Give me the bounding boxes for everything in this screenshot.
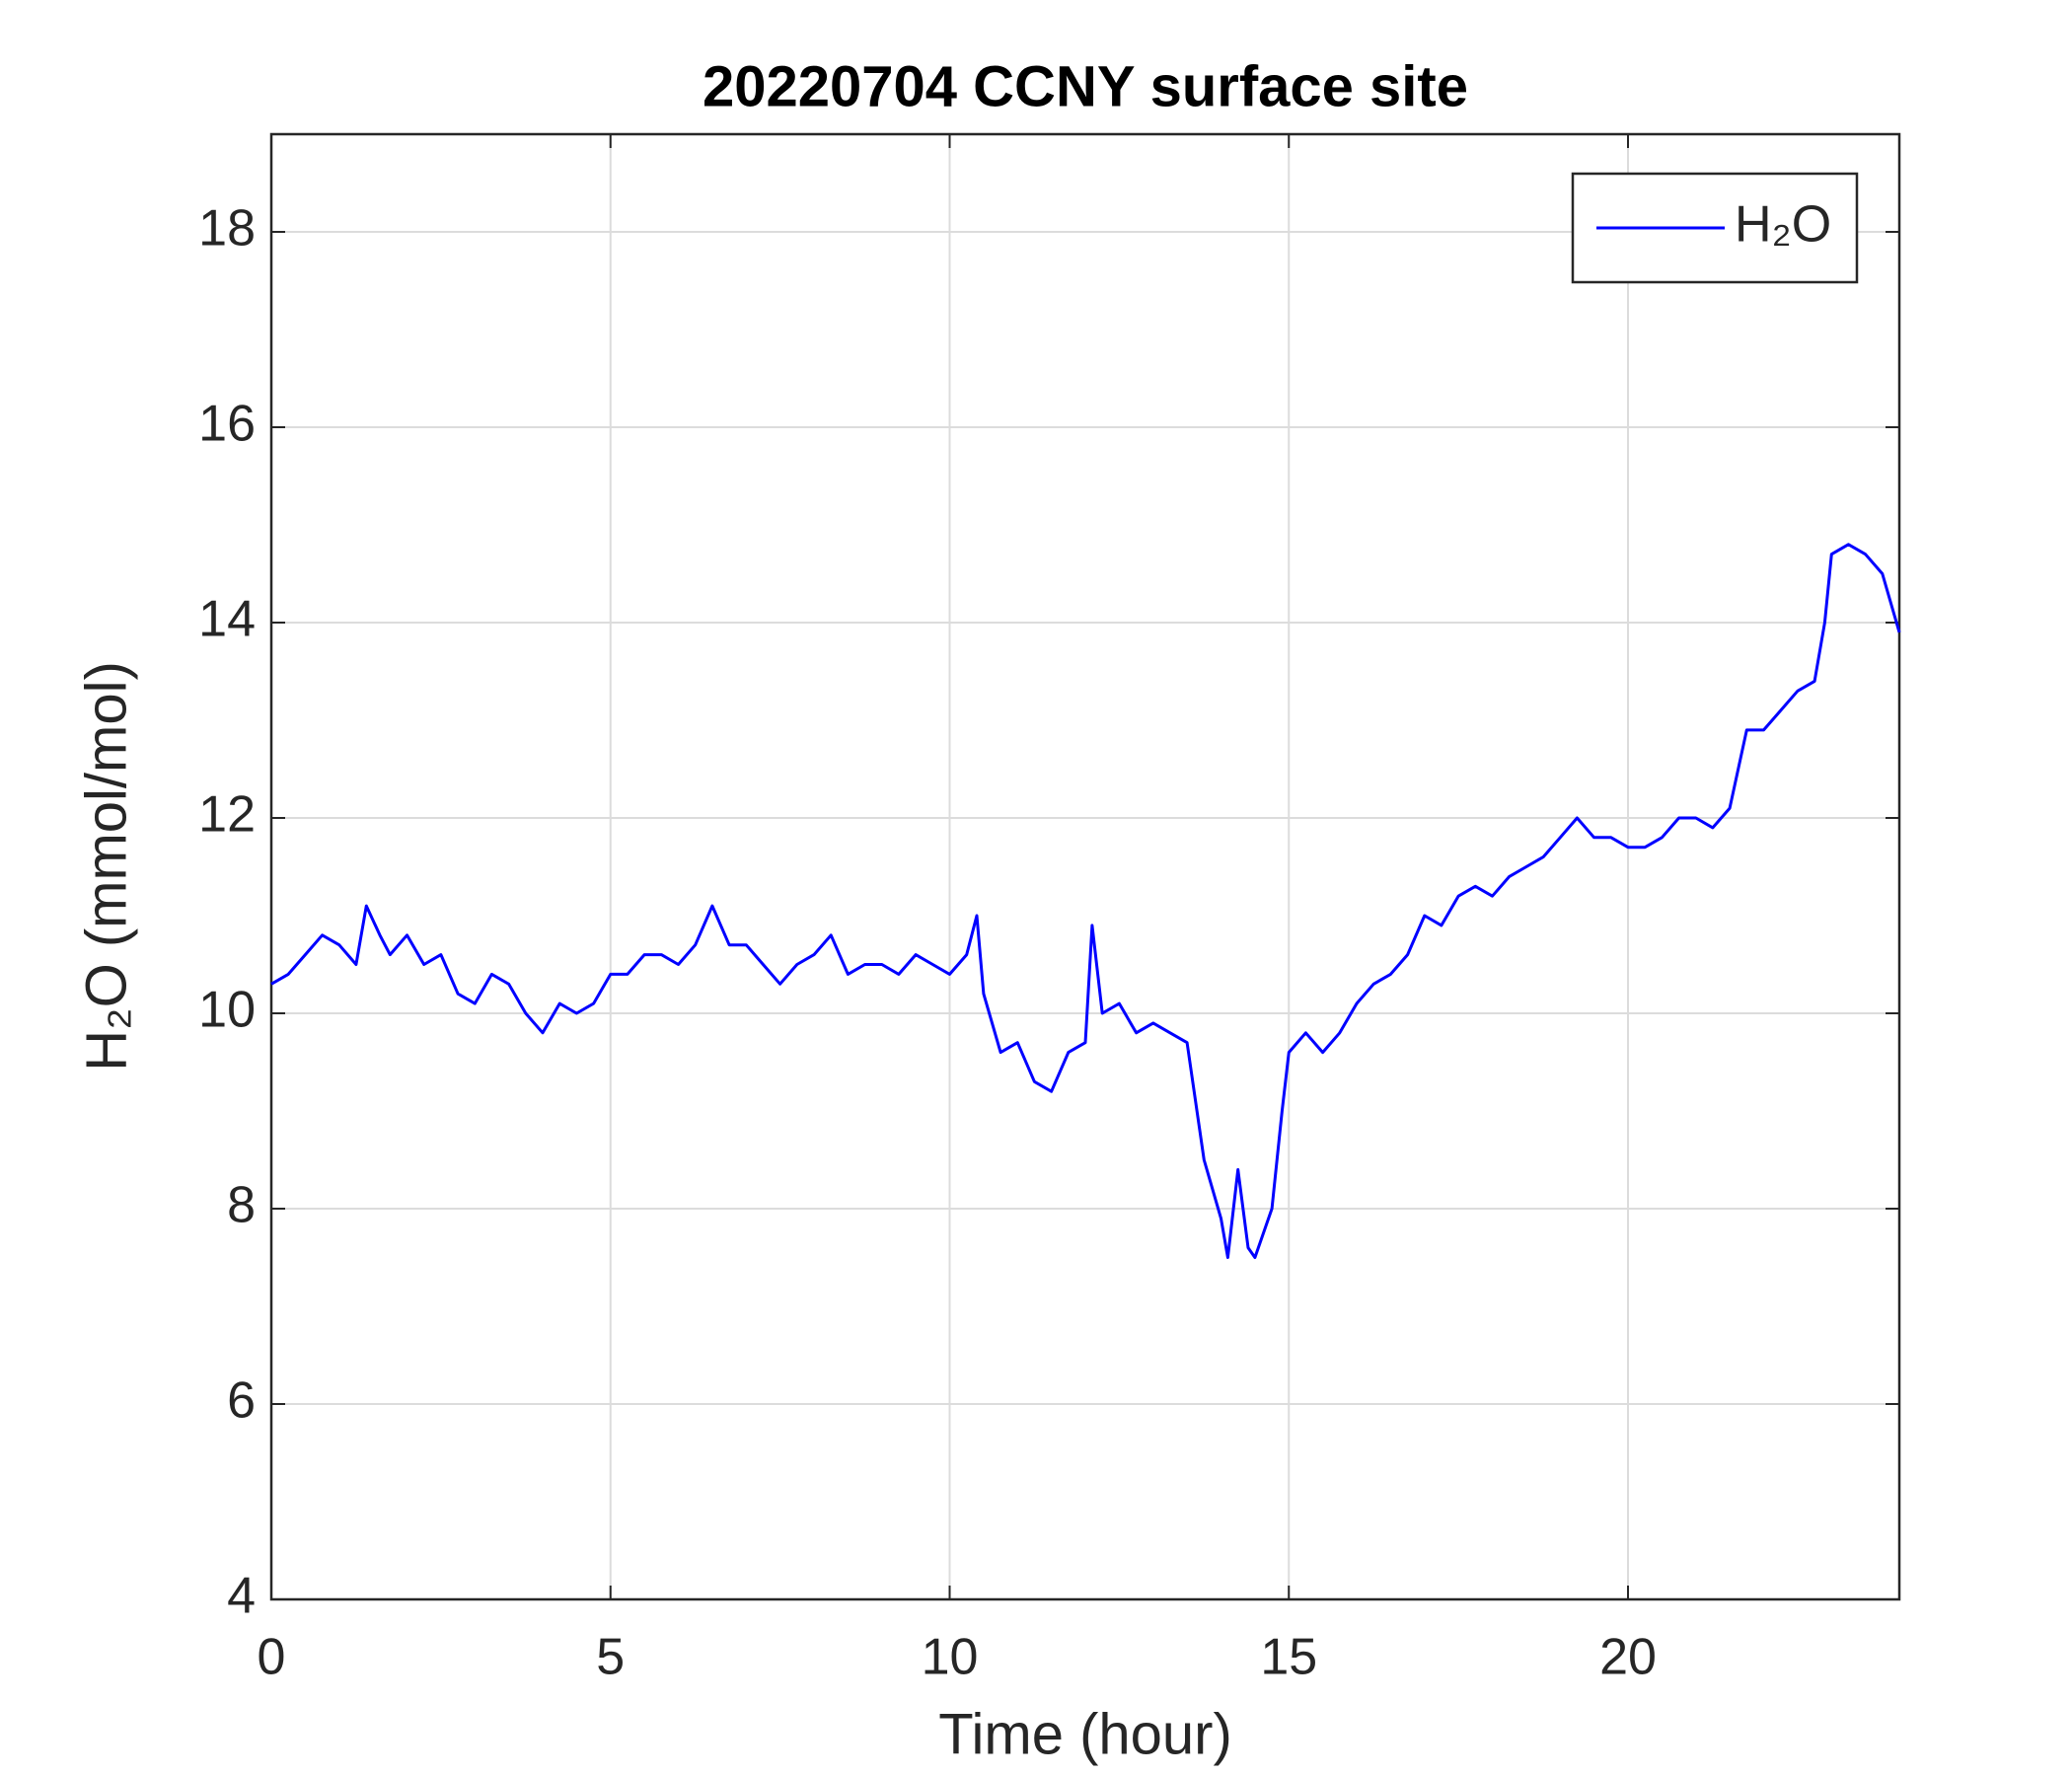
legend-label: H₂O — [1735, 196, 1831, 254]
plot-frame — [269, 132, 1901, 1601]
y-tick-label: 8 — [227, 1177, 256, 1234]
y-tick-label: 16 — [198, 396, 256, 453]
y-tick-label: 12 — [198, 786, 256, 844]
y-axis-label: H₂O (mmol/mol) — [74, 661, 138, 1072]
y-tick-label: 10 — [198, 982, 256, 1039]
y-tick-label: 18 — [198, 200, 256, 258]
x-axis-label: Time (hour) — [938, 1702, 1232, 1766]
x-tick-label: 20 — [1599, 1629, 1657, 1686]
y-tick-label: 6 — [227, 1372, 256, 1430]
data-line — [270, 543, 1901, 1259]
x-tick-label: 15 — [1260, 1629, 1317, 1686]
chart-title: 20220704 CCNY surface site — [703, 54, 1468, 118]
x-tick-label: 0 — [258, 1629, 286, 1686]
x-tick-label: 10 — [922, 1629, 979, 1686]
y-tick-label: 14 — [198, 591, 256, 648]
y-tick-label: 4 — [227, 1568, 256, 1625]
x-tick-label: 5 — [596, 1629, 625, 1686]
